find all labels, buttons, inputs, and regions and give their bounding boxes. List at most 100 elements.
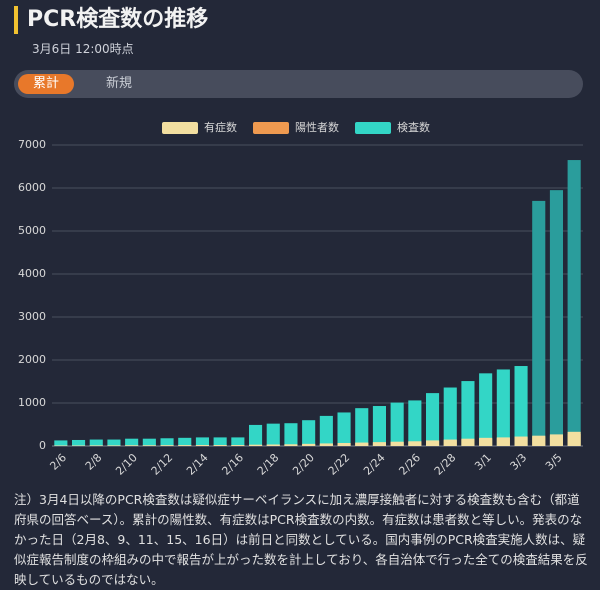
bar — [515, 437, 528, 446]
y-tick-label: 5000 — [18, 224, 46, 237]
bar — [391, 442, 404, 446]
x-tick: 2/8 — [83, 451, 105, 473]
bar — [267, 424, 280, 446]
tab-bar: 累計 新規 — [14, 70, 583, 98]
bar — [355, 443, 368, 446]
bar — [355, 408, 368, 446]
legend-swatch — [162, 122, 198, 134]
x-tick-label: 3/3 — [508, 451, 530, 473]
x-tick: 2/22 — [326, 451, 353, 478]
bar — [532, 436, 545, 446]
x-tick: 2/16 — [219, 451, 246, 478]
bar — [515, 366, 528, 446]
bar — [479, 438, 492, 446]
bar — [408, 441, 421, 446]
y-tick-label: 6000 — [18, 181, 46, 194]
bar — [178, 438, 191, 446]
bar — [107, 445, 120, 446]
bar — [267, 444, 280, 446]
chart: 01000200030004000500060007000有症数陽性者数検査数2… — [0, 110, 600, 485]
bar — [444, 388, 457, 446]
bar — [320, 416, 333, 446]
bar — [338, 443, 351, 446]
x-tick: 2/14 — [184, 451, 211, 478]
x-tick-label: 2/6 — [47, 451, 69, 473]
x-tick: 2/28 — [432, 451, 459, 478]
bar — [497, 437, 510, 446]
bar — [214, 445, 227, 446]
bar — [178, 445, 191, 446]
note: 注）3月4日以降のPCR検査数は疑似症サーベイランスに加え濃厚接触者に対する検査… — [14, 490, 588, 590]
bar — [54, 445, 67, 446]
y-tick-label: 3000 — [18, 310, 46, 323]
x-tick: 3/3 — [508, 451, 530, 473]
x-tick-label: 2/14 — [184, 451, 211, 478]
x-tick-label: 2/16 — [219, 451, 246, 478]
bar — [284, 423, 297, 446]
x-tick-label: 2/28 — [432, 451, 459, 478]
bar — [72, 445, 85, 446]
x-tick: 2/20 — [290, 451, 317, 478]
bar — [90, 445, 103, 446]
bar — [568, 160, 581, 446]
bar — [143, 439, 156, 446]
y-tick-label: 7000 — [18, 138, 46, 151]
x-tick-label: 2/12 — [149, 451, 176, 478]
y-tick-label: 0 — [39, 439, 46, 452]
bar — [249, 445, 262, 446]
bar — [302, 444, 315, 446]
bar — [231, 445, 244, 446]
tab[interactable]: 新規 — [94, 74, 144, 94]
x-tick: 3/5 — [543, 451, 565, 473]
y-tick-label: 4000 — [18, 267, 46, 280]
bar — [214, 437, 227, 446]
bar — [196, 437, 209, 446]
x-tick: 2/24 — [361, 451, 388, 478]
bar — [426, 440, 439, 446]
bar — [373, 442, 386, 446]
bar — [461, 381, 474, 446]
bar — [302, 420, 315, 446]
x-tick-label: 2/22 — [326, 451, 353, 478]
bar — [338, 412, 351, 446]
bar — [161, 438, 174, 446]
x-tick-label: 2/24 — [361, 451, 388, 478]
legend-swatch — [253, 122, 289, 134]
bar — [284, 444, 297, 446]
bar — [125, 445, 138, 446]
x-tick-label: 2/10 — [113, 451, 140, 478]
subtitle: 3月6日 12:00時点 — [32, 40, 134, 57]
x-tick-label: 2/18 — [255, 451, 282, 478]
bar — [461, 439, 474, 446]
bar — [408, 400, 421, 446]
bar — [497, 369, 510, 446]
page-title: PCR検査数の推移 — [14, 6, 208, 34]
bar — [231, 437, 244, 446]
x-tick-label: 2/26 — [396, 451, 423, 478]
bar — [196, 445, 209, 446]
bar — [550, 434, 563, 446]
bar — [161, 445, 174, 446]
bar — [373, 406, 386, 446]
bar — [90, 440, 103, 446]
bar — [391, 403, 404, 446]
legend-label: 有症数 — [204, 120, 237, 134]
bar — [444, 440, 457, 446]
y-tick-label: 1000 — [18, 396, 46, 409]
tab[interactable]: 累計 — [18, 74, 74, 94]
bar — [426, 393, 439, 446]
y-tick-label: 2000 — [18, 353, 46, 366]
bar — [107, 440, 120, 446]
x-tick: 2/6 — [47, 451, 69, 473]
bar — [568, 432, 581, 446]
bar — [479, 373, 492, 446]
x-tick-label: 2/8 — [83, 451, 105, 473]
bar — [550, 190, 563, 446]
bar — [320, 443, 333, 446]
bar — [249, 425, 262, 446]
x-tick-label: 2/20 — [290, 451, 317, 478]
bar — [532, 201, 545, 446]
legend-label: 検査数 — [397, 120, 430, 134]
x-tick-label: 3/5 — [543, 451, 565, 473]
